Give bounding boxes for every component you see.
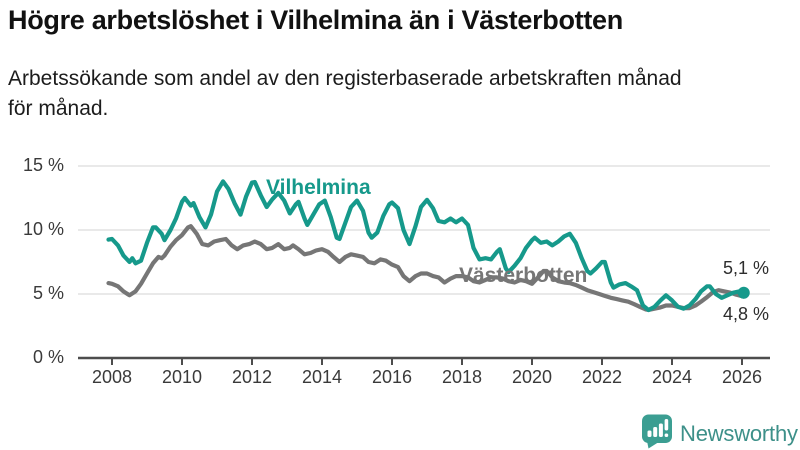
vsterbotten-line <box>106 224 746 313</box>
y-axis-tick-label: 0 % <box>32 347 64 367</box>
y-axis-tick-label: 15 % <box>22 155 64 175</box>
x-axis-tick-label: 2014 <box>301 367 343 387</box>
x-axis-tick-label: 2010 <box>161 367 203 387</box>
x-axis-tick-label: 2024 <box>651 367 693 387</box>
subtitle-line-1: Arbetssökande som andel av den registerb… <box>8 67 682 90</box>
x-axis-tick-label: 2018 <box>441 367 483 387</box>
x-axis-tick-label: 2016 <box>371 367 413 387</box>
end-value-label-vilhelmina: 5,1 % <box>722 258 769 278</box>
series-end-dot <box>737 286 750 299</box>
vilhelmina-line <box>106 179 746 313</box>
series-label-vilhelmina: Vilhelmina <box>266 176 371 199</box>
newsworthy-logo: Newsworthy <box>641 413 798 450</box>
x-axis-tick-label: 2022 <box>581 367 623 387</box>
x-axis-tick-label: 2008 <box>91 367 133 387</box>
newsworthy-wordmark: Newsworthy <box>680 420 798 446</box>
series-label-vasterbotten: Västerbotten <box>459 264 588 287</box>
subtitle-line-2: för månad. <box>8 96 109 120</box>
x-axis-tick-label: 2012 <box>231 367 273 387</box>
y-axis-tick-label: 5 % <box>32 283 64 303</box>
x-axis-tick-label: 2026 <box>721 367 763 387</box>
page-title: Högre arbetslöshet i Vilhelmina än i Väs… <box>8 5 623 35</box>
newsworthy-speech-bubble-barchart-icon <box>641 413 673 450</box>
y-axis-tick-label: 10 % <box>22 219 64 239</box>
chart-subtitle: Arbetssökande som andel av den registerb… <box>8 64 792 124</box>
x-axis-tick-label: 2020 <box>511 367 553 387</box>
end-value-label-vasterbotten: 4,8 % <box>722 304 769 324</box>
